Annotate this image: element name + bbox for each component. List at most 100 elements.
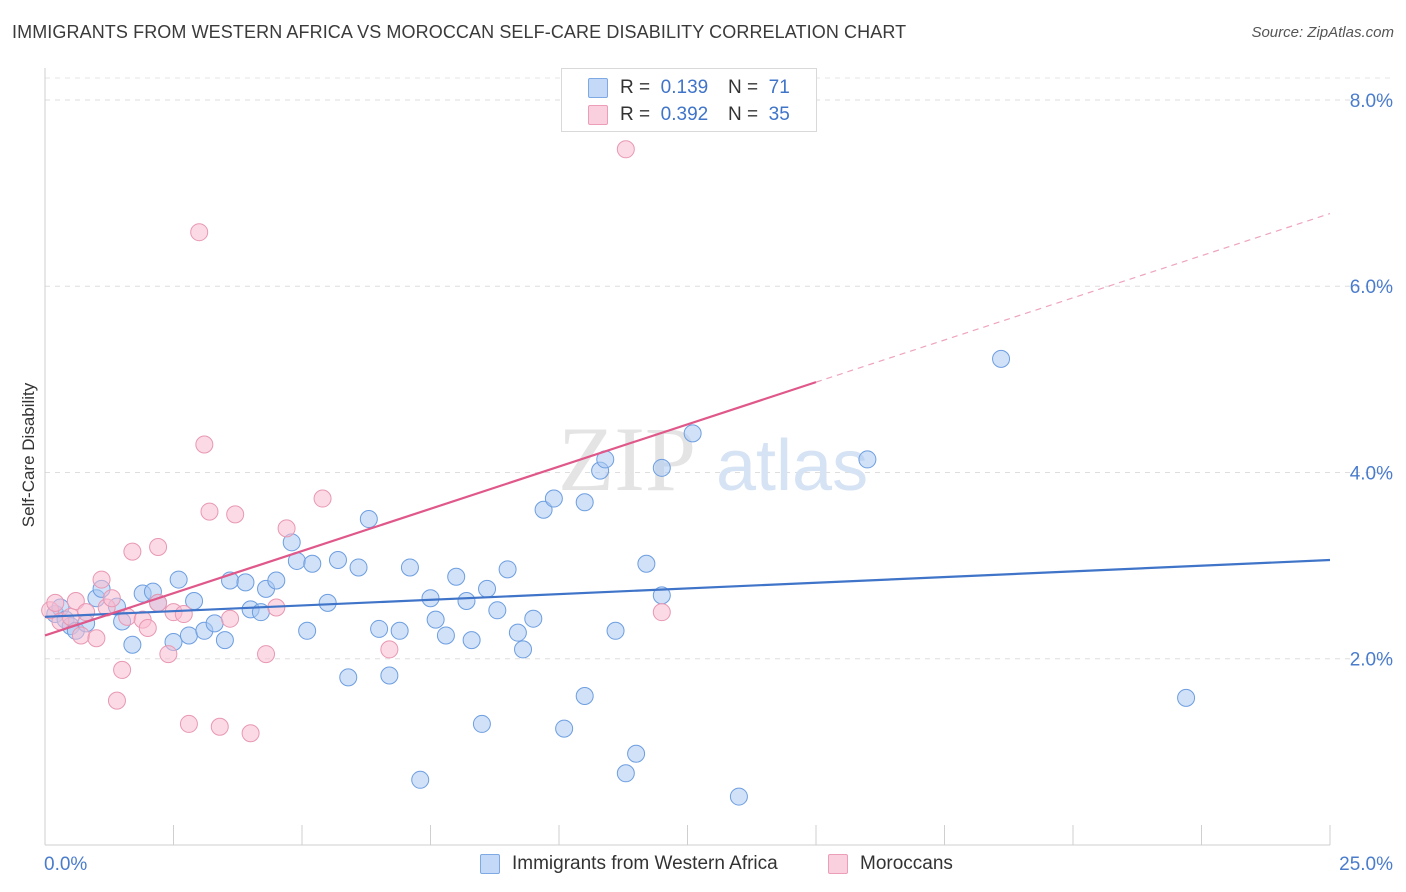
- trend-line-moroccans: [44, 381, 817, 637]
- point-moroccans: [77, 603, 96, 622]
- point-western-africa: [498, 560, 517, 579]
- point-western-africa: [349, 558, 368, 577]
- point-western-africa: [390, 621, 409, 640]
- trend-line-moroccans-extension: [815, 212, 1331, 383]
- point-moroccans: [179, 714, 198, 733]
- stats-row-moroccans: R = 0.392 N = 35: [562, 102, 816, 128]
- point-western-africa: [318, 593, 337, 612]
- point-moroccans: [149, 537, 168, 556]
- point-moroccans: [102, 589, 121, 608]
- point-moroccans: [107, 691, 126, 710]
- point-western-africa: [370, 619, 389, 638]
- point-western-africa: [169, 570, 188, 589]
- x-tick-label: 25.0%: [1339, 854, 1393, 875]
- point-western-africa: [380, 666, 399, 685]
- point-western-africa: [215, 631, 234, 650]
- point-moroccans: [87, 629, 106, 648]
- point-western-africa: [267, 571, 286, 590]
- stats-r: R = 0.139: [620, 77, 709, 98]
- point-moroccans: [174, 605, 193, 624]
- legend-swatch-western-africa: [480, 854, 500, 874]
- legend-swatch-western-africa: [588, 78, 608, 98]
- trend-line-western-africa: [44, 558, 1331, 618]
- point-western-africa: [478, 579, 497, 598]
- x-tick-label: 0.0%: [44, 854, 87, 875]
- point-moroccans: [241, 724, 260, 743]
- point-moroccans: [159, 645, 178, 664]
- point-moroccans: [71, 626, 90, 645]
- point-western-africa: [436, 626, 455, 645]
- point-western-africa: [447, 567, 466, 586]
- point-western-africa: [328, 551, 347, 570]
- point-western-africa: [457, 591, 476, 610]
- point-western-africa: [123, 635, 142, 654]
- point-western-africa: [205, 614, 224, 633]
- stats-r: R = 0.392: [620, 104, 709, 125]
- point-western-africa: [534, 500, 553, 519]
- point-western-africa: [462, 631, 481, 650]
- point-moroccans: [210, 717, 229, 736]
- point-moroccans: [257, 645, 276, 664]
- source-label: Source: ZipAtlas.com: [1251, 24, 1394, 41]
- y-tick-label: 8.0%: [1350, 91, 1393, 112]
- point-western-africa: [508, 623, 527, 642]
- point-western-africa: [652, 458, 671, 477]
- point-moroccans: [195, 435, 214, 454]
- point-moroccans: [92, 570, 111, 589]
- chart-title: IMMIGRANTS FROM WESTERN AFRICA VS MOROCC…: [12, 22, 907, 42]
- trend-lines: [44, 212, 1331, 637]
- point-western-africa: [637, 554, 656, 573]
- series-legend: Immigrants from Western Africa Moroccans: [0, 852, 1406, 878]
- point-moroccans: [221, 609, 240, 628]
- data-points: [41, 140, 1196, 806]
- point-western-africa: [729, 787, 748, 806]
- point-moroccans: [380, 640, 399, 659]
- point-western-africa: [555, 719, 574, 738]
- stats-legend: R = 0.139 N = 71 R = 0.392 N = 35: [561, 68, 817, 132]
- point-moroccans: [113, 660, 132, 679]
- point-moroccans: [226, 505, 245, 524]
- point-moroccans: [138, 619, 157, 638]
- point-western-africa: [524, 609, 543, 628]
- stats-n: N = 71: [728, 77, 790, 98]
- point-western-africa: [1177, 688, 1196, 707]
- point-western-africa: [575, 686, 594, 705]
- point-western-africa: [411, 770, 430, 789]
- point-western-africa: [400, 558, 419, 577]
- point-western-africa: [472, 714, 491, 733]
- tick-labels: 2.0% 4.0% 6.0% 8.0% 0.0% 25.0%: [44, 91, 1393, 875]
- point-moroccans: [123, 542, 142, 561]
- point-moroccans: [313, 489, 332, 508]
- point-western-africa: [179, 626, 198, 645]
- point-moroccans: [616, 140, 635, 159]
- legend-swatch-moroccans: [588, 105, 608, 125]
- y-tick-label: 4.0%: [1350, 463, 1393, 484]
- point-moroccans: [190, 223, 209, 242]
- point-moroccans: [200, 502, 219, 521]
- point-moroccans: [46, 593, 65, 612]
- point-western-africa: [575, 493, 594, 512]
- point-moroccans: [66, 591, 85, 610]
- point-western-africa: [303, 554, 322, 573]
- point-western-africa: [544, 489, 563, 508]
- point-moroccans: [277, 519, 296, 538]
- grid-lines: [45, 77, 1390, 660]
- stats-row-western-africa: R = 0.139 N = 71: [562, 75, 816, 101]
- legend-swatch-moroccans: [828, 854, 848, 874]
- point-western-africa: [339, 668, 358, 687]
- legend-label: Immigrants from Western Africa: [512, 853, 778, 874]
- point-western-africa: [298, 621, 317, 640]
- legend-label: Moroccans: [860, 853, 953, 874]
- point-western-africa: [606, 621, 625, 640]
- point-western-africa: [514, 640, 533, 659]
- point-moroccans: [652, 603, 671, 622]
- point-western-africa: [992, 349, 1011, 368]
- point-western-africa: [858, 450, 877, 469]
- stats-n: N = 35: [728, 104, 790, 125]
- point-western-africa: [426, 610, 445, 629]
- y-axis-label: Self-Care Disability: [19, 382, 38, 527]
- watermark-atlas: atlas: [716, 426, 868, 506]
- point-western-africa: [683, 424, 702, 443]
- point-western-africa: [488, 601, 507, 620]
